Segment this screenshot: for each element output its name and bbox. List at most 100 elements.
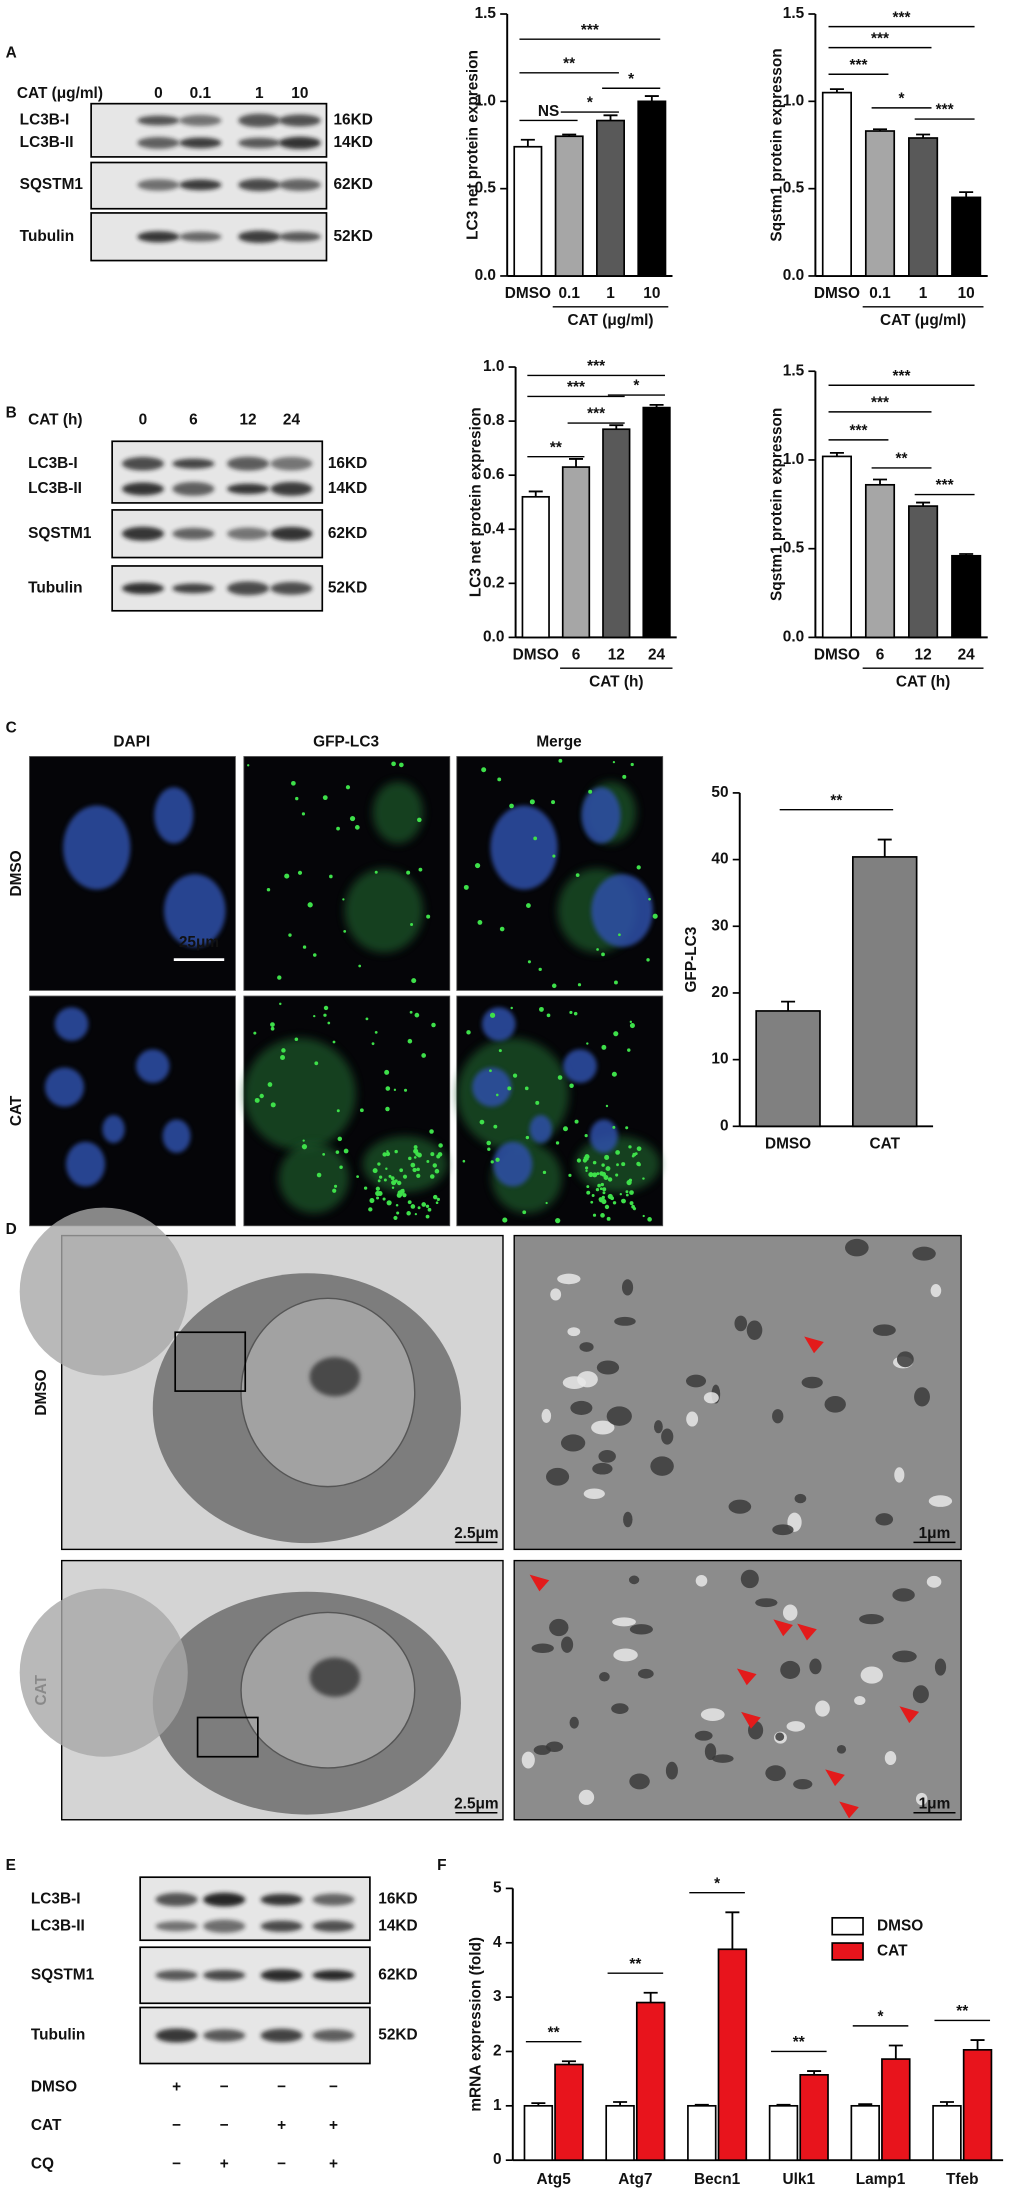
treatment-label: CAT (μg/ml) (17, 85, 103, 102)
gfp-puncta (327, 1021, 331, 1025)
gfp-puncta (535, 1100, 540, 1105)
bar (799, 2073, 829, 2162)
significance-label: ** (830, 792, 842, 809)
em-organelle (661, 1428, 674, 1445)
gfp-puncta (378, 1175, 383, 1179)
gfp-puncta (391, 761, 396, 767)
significance-label: ** (629, 1956, 641, 1973)
panel-label: C (6, 720, 17, 737)
image-column-title: Merge (536, 734, 582, 751)
gfp-puncta (647, 1217, 652, 1222)
gfp-puncta (386, 1200, 392, 1206)
gfp-puncta (569, 1083, 574, 1088)
condition-label: CQ (31, 2155, 54, 2172)
gfp-puncta (604, 1204, 610, 1210)
error-bar (694, 2103, 709, 2106)
band (312, 2029, 355, 2042)
bar (596, 119, 625, 277)
gfp-puncta (586, 1185, 590, 1189)
em-cell (19, 1207, 188, 1376)
gfp-puncta (406, 1211, 411, 1216)
band (260, 1969, 303, 1982)
band-size: 14KD (378, 1917, 417, 1934)
gfp-puncta (356, 1175, 359, 1179)
gfp-puncta (394, 1149, 398, 1154)
panel-label: B (6, 404, 17, 421)
error-bar (829, 451, 844, 457)
gfp-puncta (542, 1170, 547, 1175)
gfp-puncta (555, 1217, 561, 1224)
gfp-puncta (375, 1190, 381, 1197)
band-size: 14KD (328, 480, 367, 497)
x-tick-label: DMSO (505, 285, 551, 302)
gfp-puncta (343, 1148, 349, 1154)
em-organelle (694, 1730, 713, 1741)
gfp-puncta (323, 1013, 327, 1017)
band-size: 14KD (333, 134, 372, 151)
em-organelle (894, 1467, 905, 1483)
band (203, 1919, 246, 1933)
em-organelle (611, 1703, 629, 1714)
autophagosome-arrow (736, 1668, 757, 1686)
gfp-puncta (393, 1088, 397, 1092)
gfp-puncta (336, 826, 340, 831)
gfp-puncta (606, 1216, 611, 1221)
em-organelle (596, 1360, 620, 1375)
gfp-puncta (410, 922, 414, 926)
gfp-puncta (395, 1204, 399, 1207)
gfp-puncta (607, 1177, 613, 1182)
gfp-puncta (301, 812, 306, 816)
significance-label: * (587, 95, 593, 112)
lane-label: 10 (291, 85, 308, 102)
band-size: 16KD (328, 455, 367, 472)
significance-label: * (628, 71, 634, 88)
gfp-puncta (625, 1193, 629, 1197)
autophagosome-arrow (839, 1801, 859, 1819)
gfp-puncta (625, 1126, 629, 1130)
zoom-box (174, 1331, 247, 1392)
gfp-puncta (403, 1088, 408, 1092)
gfp-puncta (333, 1184, 338, 1188)
lane-label: 6 (189, 411, 198, 428)
error-bar (561, 2060, 576, 2065)
gfp-puncta (558, 758, 563, 763)
x-tick-label: Atg7 (618, 2171, 652, 2188)
autophagosome-arrow (899, 1706, 920, 1724)
em-organelle (896, 1351, 914, 1368)
gfp-puncta (345, 785, 351, 790)
gfp-puncta (435, 1201, 439, 1205)
significance-label: * (714, 1875, 720, 1892)
gfp-puncta (642, 1177, 645, 1180)
x-tick-label: DMSO (765, 1136, 811, 1153)
em-organelle (914, 1387, 930, 1407)
gfp-puncta (625, 1190, 629, 1194)
gfp-puncta (474, 862, 481, 869)
gfp-puncta (527, 960, 531, 964)
band-size: 52KD (333, 228, 372, 245)
gfp-puncta (496, 1093, 499, 1097)
y-tick-label: 2 (493, 2043, 502, 2060)
gfp-puncta (507, 1086, 512, 1091)
em-organelle (569, 1716, 579, 1729)
gfp-puncta (495, 1157, 500, 1162)
gfp-puncta (629, 1020, 633, 1024)
gfp-puncta (588, 789, 593, 794)
em-organelle (775, 1732, 785, 1741)
gfp-puncta (301, 1144, 308, 1150)
gfp-puncta (592, 1213, 597, 1217)
scale-bar-label: 1μm (919, 1525, 951, 1542)
gfp-puncta (615, 1173, 619, 1177)
em-organelle (557, 1273, 581, 1285)
em-nucleolus (309, 1357, 361, 1397)
gfp-puncta (436, 1197, 440, 1202)
em-organelle (854, 1695, 866, 1706)
bar (768, 2104, 799, 2162)
gfp-puncta (342, 898, 345, 901)
gfp-puncta (596, 1172, 600, 1176)
gfp-puncta (385, 1106, 390, 1112)
condition-sign: + (220, 2155, 229, 2172)
gfp-puncta (477, 920, 483, 925)
nucleus (163, 874, 226, 948)
nucleus (162, 1119, 191, 1153)
